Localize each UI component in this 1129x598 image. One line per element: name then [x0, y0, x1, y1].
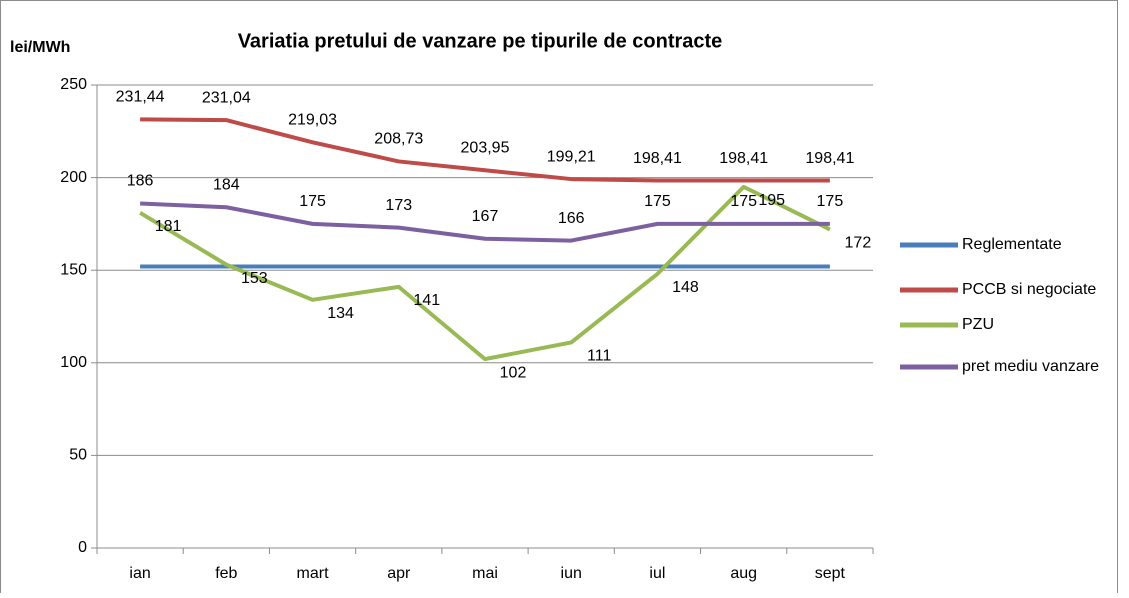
data-label: 175: [817, 193, 844, 210]
x-tick-label: feb: [215, 565, 237, 582]
data-label: 153: [241, 270, 268, 287]
data-label: 173: [385, 197, 412, 214]
data-label: 219,03: [288, 112, 337, 129]
data-label: 203,95: [461, 140, 510, 157]
y-tick-label: 50: [69, 447, 87, 464]
data-label: 166: [558, 210, 585, 227]
x-tick-label: mai: [472, 565, 498, 582]
data-label: 184: [213, 176, 240, 193]
series-line: [139, 184, 831, 362]
data-label: 208,73: [374, 131, 423, 148]
data-label: 231,44: [116, 89, 165, 106]
data-label: 195: [758, 192, 785, 209]
legend-label: PZU: [962, 316, 994, 333]
data-label: 198,41: [633, 150, 682, 167]
x-tick-label: sept: [815, 565, 846, 582]
x-tick-label: apr: [387, 565, 411, 582]
data-label: 172: [845, 235, 872, 252]
data-label: 175: [730, 193, 757, 210]
legend-label: Reglementate: [962, 236, 1062, 253]
data-label: 167: [472, 208, 499, 225]
data-label: 199,21: [547, 148, 596, 165]
data-label: 231,04: [202, 89, 251, 106]
data-label: 175: [299, 193, 326, 210]
y-tick-label: 100: [60, 354, 87, 371]
y-tick-label: 250: [60, 76, 87, 93]
x-tick-label: iun: [561, 565, 582, 582]
y-tick-label: 0: [78, 539, 87, 556]
data-label: 181: [155, 218, 182, 235]
legend-label: pret mediu vanzare: [962, 358, 1099, 375]
x-tick-label: aug: [730, 565, 757, 582]
data-label: 148: [672, 279, 699, 296]
data-label: 111: [587, 348, 611, 365]
y-axis-label: lei/MWh: [10, 39, 70, 56]
x-tick-label: mart: [297, 565, 330, 582]
data-label: 198,41: [805, 150, 854, 167]
y-tick-label: 150: [60, 261, 87, 278]
data-label: 198,41: [719, 150, 768, 167]
x-tick-label: ian: [129, 565, 150, 582]
series-line: [140, 117, 830, 183]
data-label: 102: [500, 364, 527, 381]
data-label: 134: [327, 305, 354, 322]
data-label: 175: [644, 193, 671, 210]
y-tick-label: 200: [60, 169, 87, 186]
data-label: 141: [413, 292, 440, 309]
x-tick-label: iul: [649, 565, 665, 582]
data-label: 186: [127, 173, 154, 190]
series-line: [140, 201, 830, 243]
legend-label: PCCB si negociate: [962, 281, 1096, 298]
chart-title: Variatia pretului de vanzare pe tipurile…: [238, 30, 723, 52]
